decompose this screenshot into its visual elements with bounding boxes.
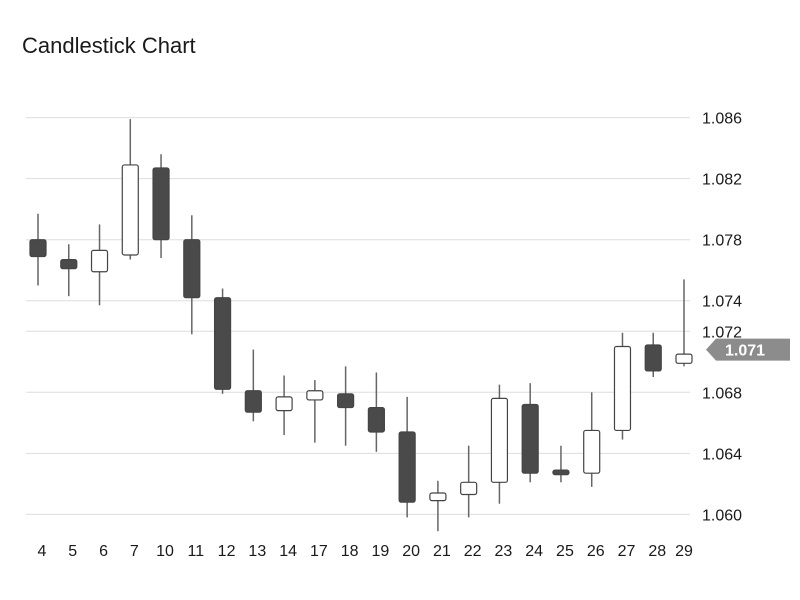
current-value-pointer bbox=[706, 338, 790, 361]
y-tick-label: 1.082 bbox=[702, 172, 742, 189]
x-tick-label: 29 bbox=[675, 543, 693, 560]
x-tick-label: 22 bbox=[464, 543, 482, 560]
candles bbox=[29, 119, 693, 532]
x-tick-label: 7 bbox=[130, 543, 139, 560]
candle bbox=[337, 366, 355, 446]
current-value-badge: 1.071 bbox=[706, 338, 790, 361]
x-tick-label: 6 bbox=[99, 543, 108, 560]
y-tick-label: 1.064 bbox=[702, 446, 742, 463]
x-tick-label: 26 bbox=[587, 543, 605, 560]
candle-body bbox=[337, 393, 355, 409]
candle bbox=[460, 445, 478, 518]
candle bbox=[29, 213, 47, 286]
candle-body bbox=[521, 403, 539, 474]
candle bbox=[60, 244, 78, 297]
candle bbox=[306, 380, 324, 443]
candle bbox=[490, 384, 509, 504]
candle bbox=[90, 224, 109, 306]
x-tick-label: 20 bbox=[402, 543, 420, 560]
x-tick-label: 24 bbox=[525, 543, 543, 560]
chart-title: Candlestick Chart bbox=[22, 33, 196, 58]
current-value-label: 1.071 bbox=[725, 343, 765, 360]
candle bbox=[644, 332, 662, 378]
candle bbox=[398, 396, 416, 518]
candle-body bbox=[613, 345, 632, 432]
x-axis: 4 5 6 7 10 11 12 13 14 17 18 19 20 21 22 23 24 25 26 27 28 29 bbox=[38, 543, 693, 560]
x-tick-label: 21 bbox=[433, 543, 451, 560]
candle-body bbox=[306, 390, 324, 401]
x-tick-label: 4 bbox=[38, 543, 47, 560]
candle-body bbox=[429, 492, 447, 502]
y-tick-label: 1.078 bbox=[702, 233, 742, 250]
candle-body bbox=[644, 344, 662, 372]
candle bbox=[275, 375, 293, 436]
y-tick-label: 1.072 bbox=[702, 324, 742, 341]
candle bbox=[244, 349, 262, 422]
y-tick-label: 1.060 bbox=[702, 507, 742, 524]
x-tick-label: 5 bbox=[68, 543, 77, 560]
candle-body bbox=[213, 297, 232, 390]
candle-body bbox=[29, 239, 47, 258]
candle-body bbox=[244, 390, 262, 413]
x-tick-label: 23 bbox=[495, 543, 513, 560]
x-tick-label: 28 bbox=[648, 543, 666, 560]
candle bbox=[152, 154, 170, 259]
candle bbox=[429, 480, 447, 532]
candle-body bbox=[490, 397, 509, 483]
candle bbox=[213, 288, 232, 394]
x-tick-label: 17 bbox=[310, 543, 328, 560]
x-tick-label: 19 bbox=[371, 543, 389, 560]
candle bbox=[552, 445, 570, 483]
y-tick-label: 1.086 bbox=[702, 111, 742, 128]
candle bbox=[675, 279, 693, 367]
y-tick-label: 1.074 bbox=[702, 294, 742, 311]
candle-body bbox=[60, 258, 78, 270]
candle-body bbox=[183, 239, 201, 299]
candle-body bbox=[675, 353, 693, 364]
candle-body bbox=[583, 429, 601, 474]
candle-body bbox=[367, 406, 385, 433]
candle bbox=[367, 372, 385, 452]
x-tick-label: 25 bbox=[556, 543, 574, 560]
candle-body bbox=[90, 249, 109, 273]
candle-body bbox=[121, 164, 139, 256]
x-tick-label: 11 bbox=[188, 543, 205, 560]
grid-lines bbox=[26, 117, 690, 515]
candle-body bbox=[552, 469, 570, 476]
x-tick-label: 14 bbox=[279, 543, 297, 560]
x-tick-label: 12 bbox=[218, 543, 236, 560]
candle bbox=[613, 332, 632, 440]
candle bbox=[521, 383, 539, 483]
candle bbox=[121, 119, 139, 260]
x-tick-label: 18 bbox=[341, 543, 359, 560]
candle-body bbox=[275, 396, 293, 412]
candle bbox=[183, 215, 201, 335]
candle-body bbox=[152, 167, 170, 241]
y-tick-label: 1.068 bbox=[702, 385, 742, 402]
y-axis: 1.060 1.064 1.068 1.072 1.074 1.078 1.082 1.086 bbox=[702, 111, 742, 525]
candle-body bbox=[398, 431, 416, 503]
x-tick-label: 10 bbox=[156, 543, 174, 560]
x-tick-label: 27 bbox=[618, 543, 636, 560]
candle bbox=[583, 392, 601, 487]
candle-body bbox=[460, 481, 478, 496]
x-tick-label: 13 bbox=[248, 543, 266, 560]
